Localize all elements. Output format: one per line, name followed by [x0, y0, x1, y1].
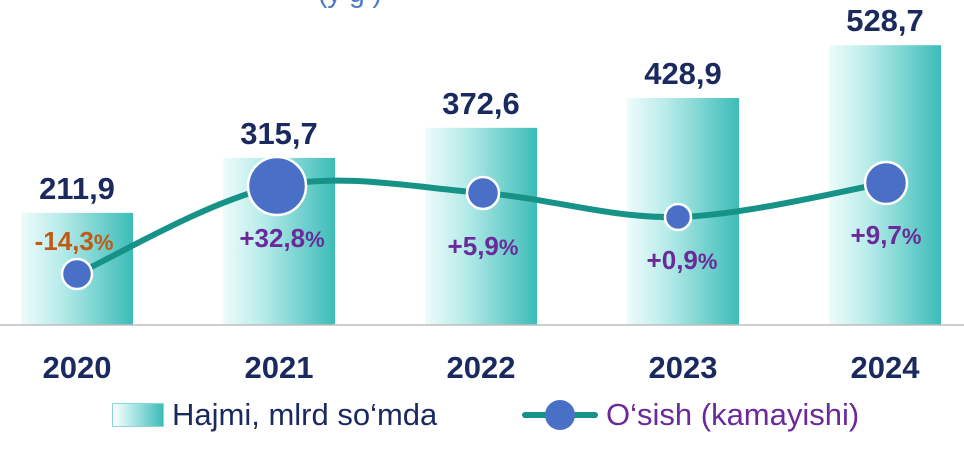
x-tick-2020: 2020	[43, 350, 112, 385]
growth-marker-2020	[60, 257, 94, 291]
legend-bar-swatch	[112, 403, 164, 427]
legend-item-volume: Hajmi, mlrd so‘mda	[112, 392, 437, 438]
growth-label-2021: +32,8%	[239, 223, 324, 253]
growth-label-2024: +9,7%	[851, 220, 922, 250]
value-label-2020: 211,9	[39, 171, 115, 206]
value-label-2021: 315,7	[240, 116, 318, 151]
legend-item-growth: O‘sish (kamayishi)	[522, 392, 859, 438]
x-tick-2024: 2024	[851, 350, 921, 385]
legend-label-volume: Hajmi, mlrd so‘mda	[172, 397, 438, 432]
growth-label-2023: +0,9%	[647, 245, 718, 275]
growth-marker-2024	[863, 160, 909, 206]
value-label-2022: 372,6	[442, 86, 520, 121]
growth-marker-2021	[246, 155, 308, 217]
x-tick-2021: 2021	[245, 350, 314, 385]
legend-label-growth: O‘sish (kamayishi)	[606, 397, 860, 432]
x-tick-2022: 2022	[447, 350, 516, 385]
growth-marker-2022	[465, 175, 501, 211]
growth-marker-2023	[663, 202, 693, 232]
chart-title-partial: (y g )	[318, 0, 382, 8]
x-tick-2023: 2023	[649, 350, 718, 385]
legend-line-swatch	[522, 400, 598, 430]
growth-label-2020: -14,3%	[35, 226, 114, 256]
bar-2022	[425, 127, 537, 325]
legend: Hajmi, mlrd so‘mda O‘sish (kamayishi)	[0, 392, 964, 438]
value-label-2024: 528,7	[846, 3, 924, 38]
growth-label-2022: +5,9%	[448, 231, 519, 261]
bar-line-combo-chart: (y g ) 211,9 2020 315,7 2021 372,6 2022 428,9 2…	[0, 0, 964, 385]
value-label-2023: 428,9	[644, 56, 722, 91]
